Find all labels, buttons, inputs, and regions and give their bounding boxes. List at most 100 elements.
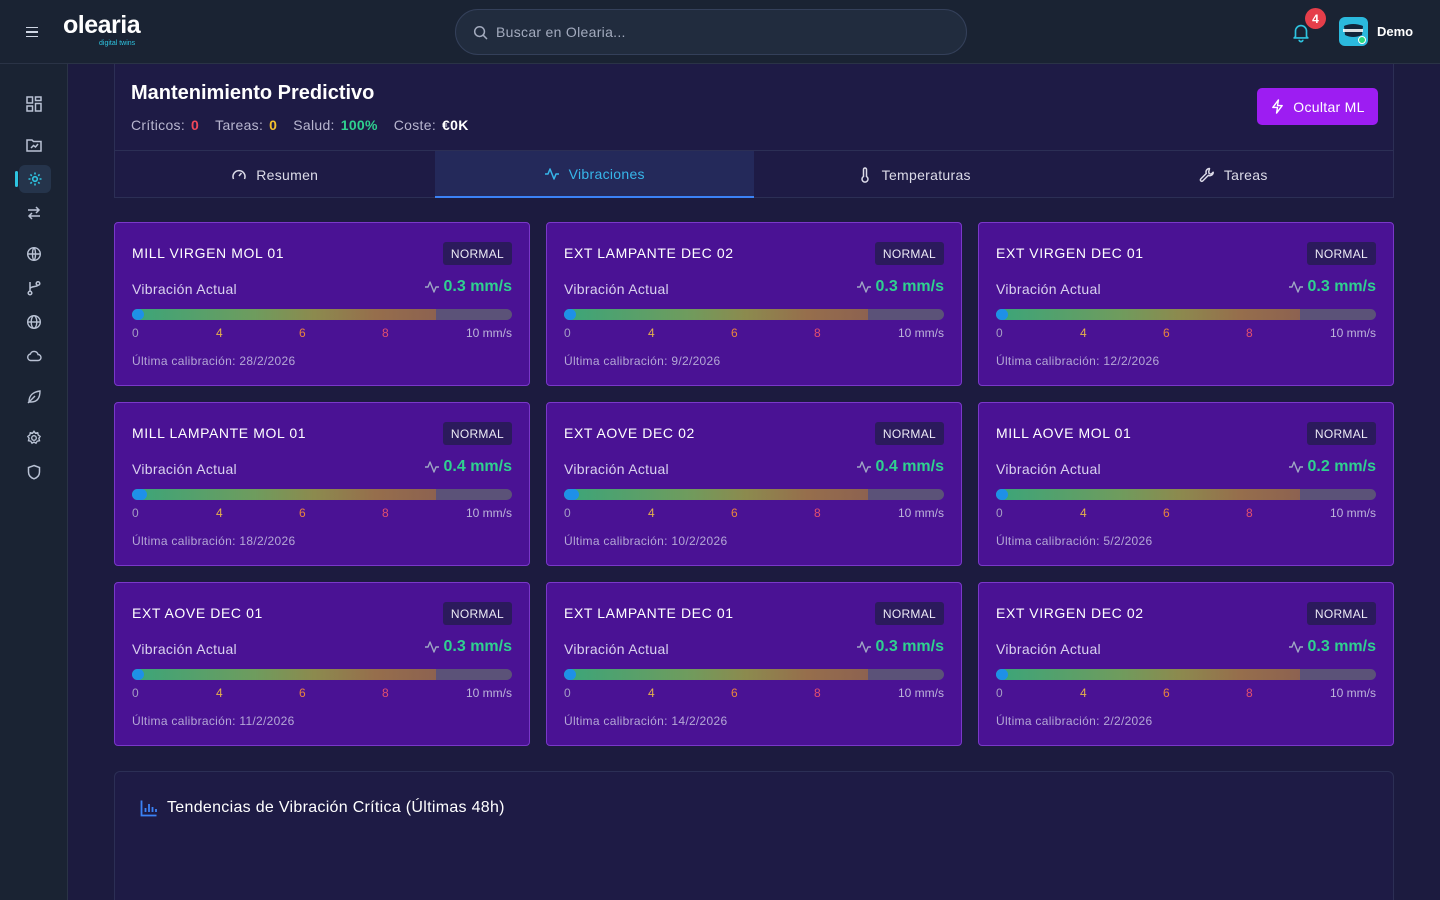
avatar[interactable] (1339, 17, 1368, 46)
machine-card[interactable]: EXT LAMPANTE DEC 02 NORMAL Vibración Actua… (546, 222, 962, 386)
machine-name: MILL AOVE MOL 01 (996, 425, 1132, 441)
scale-tick: 0 (132, 686, 139, 700)
bell-icon[interactable] (1290, 21, 1312, 43)
scale-tick: 6 (1163, 506, 1170, 520)
globe-icon (26, 314, 42, 330)
vibration-bar (132, 669, 512, 680)
machine-name: EXT VIRGEN DEC 02 (996, 605, 1144, 621)
vibration-value: 0.2 mm/s (1288, 458, 1376, 476)
activity-icon (856, 461, 871, 473)
scale-tick: 8 (814, 506, 821, 520)
scale-tick: 8 (814, 326, 821, 340)
menu-icon[interactable] (22, 22, 42, 42)
tab-tareas[interactable]: Tareas (1074, 151, 1394, 198)
lightning-icon (1272, 99, 1284, 114)
machine-card[interactable]: EXT VIRGEN DEC 02 NORMAL Vibración Actual 0… (978, 582, 1394, 746)
scale-tick: 10 mm/s (465, 326, 512, 340)
sidebar-item-maintenance[interactable] (19, 165, 51, 193)
machine-card[interactable]: MILL LAMPANTE MOL 01 NORMAL Vibración Actu… (114, 402, 530, 566)
vibration-bar (132, 309, 512, 320)
arrows-exchange-icon (27, 206, 41, 220)
scale-tick: 0 (996, 326, 1003, 340)
machine-name: EXT AOVE DEC 01 (132, 605, 263, 621)
machine-name: MILL LAMPANTE MOL 01 (132, 425, 307, 441)
scale-tick: 6 (299, 506, 306, 520)
gauge-icon (232, 169, 246, 179)
sidebar (0, 64, 68, 900)
sidebar-item-web[interactable] (22, 310, 46, 334)
vibration-scale: 0 4 6 8 10 mm/s (996, 326, 1376, 340)
scale-tick: 0 (996, 686, 1003, 700)
vibration-scale: 0 4 6 8 10 mm/s (132, 686, 512, 700)
vibration-level-fill (132, 489, 148, 500)
scale-tick: 10 mm/s (465, 686, 512, 700)
settings-icon (26, 430, 42, 445)
logo[interactable]: olearia digital twins (63, 11, 141, 47)
leaf-icon (27, 390, 41, 404)
vibration-zones (996, 669, 1300, 680)
stat-value: 100% (340, 117, 378, 133)
sidebar-item-transfers[interactable] (22, 201, 46, 225)
status-badge: NORMAL (874, 602, 944, 625)
brand-name: olearia (63, 11, 141, 39)
folder-chart-icon (26, 139, 42, 152)
vibration-level-fill (564, 489, 580, 500)
status-badge: NORMAL (442, 242, 512, 265)
scale-tick: 0 (564, 686, 571, 700)
sidebar-item-sustainability[interactable] (22, 385, 46, 409)
vibration-bar (564, 669, 944, 680)
vibration-bar (132, 489, 512, 500)
stat-tareas: Tareas: 0 (215, 117, 277, 133)
machine-card[interactable]: MILL VIRGEN MOL 01 NORMAL Vibración Actual… (114, 222, 530, 386)
tab-label: Temperaturas (881, 166, 971, 183)
tab-temperaturas[interactable]: Temperaturas (754, 151, 1074, 198)
machine-card[interactable]: EXT LAMPANTE DEC 01 NORMAL Vibración Actua… (546, 582, 962, 746)
stat-label: Salud: (293, 117, 335, 133)
sidebar-item-security[interactable] (22, 460, 46, 484)
scale-tick: 6 (299, 326, 306, 340)
vibration-level-fill (564, 669, 577, 680)
stat-salud: Salud: 100% (293, 117, 378, 133)
search-input[interactable] (496, 20, 936, 44)
user-name[interactable]: Demo (1377, 24, 1414, 39)
activity-icon (424, 461, 439, 473)
vibration-level-fill (996, 489, 1009, 500)
sidebar-item-cloud[interactable] (22, 344, 46, 368)
scale-tick: 4 (216, 686, 223, 700)
machine-card[interactable]: MILL AOVE MOL 01 NORMAL Vibración Actual 0.… (978, 402, 1394, 566)
scale-tick: 10 mm/s (1329, 686, 1376, 700)
calibration-date: Última calibración: 5/2/2026 (996, 534, 1153, 548)
activity-icon (424, 281, 439, 293)
sidebar-item-branches[interactable] (22, 276, 46, 300)
scale-tick: 6 (731, 326, 738, 340)
status-badge: NORMAL (874, 422, 944, 445)
sidebar-item-settings[interactable] (22, 426, 46, 450)
summary-stats: Críticos: 0 Tareas: 0 Salud: 100% Coste: €0K (131, 117, 485, 133)
sidebar-item-dashboard[interactable] (22, 92, 46, 116)
scale-tick: 0 (564, 326, 571, 340)
scale-tick: 4 (1080, 686, 1087, 700)
scale-tick: 8 (1246, 326, 1253, 340)
machine-card[interactable]: EXT AOVE DEC 02 NORMAL Vibración Actual 0.4… (546, 402, 962, 566)
stat-label: Tareas: (215, 117, 264, 133)
calibration-date: Última calibración: 14/2/2026 (564, 714, 728, 728)
stat-value: 0 (191, 117, 200, 133)
tab-resumen[interactable]: Resumen (115, 151, 435, 198)
maintenance-header: Mantenimiento Predictivo Críticos: 0 Tare… (114, 64, 1394, 198)
tab-vibraciones[interactable]: Vibraciones (434, 151, 754, 198)
trend-title: Tendencias de Vibración Crítica (Últimas… (167, 799, 505, 816)
vibration-value: 0.3 mm/s (1288, 278, 1376, 296)
activity-icon (1288, 461, 1303, 473)
scale-tick: 8 (382, 506, 389, 520)
sidebar-item-reports[interactable] (22, 133, 46, 157)
vibration-zones (564, 669, 868, 680)
machine-card[interactable]: EXT VIRGEN DEC 01 NORMAL Vibración Actual 0… (978, 222, 1394, 386)
scale-tick: 4 (648, 506, 655, 520)
scale-tick: 0 (132, 326, 139, 340)
sidebar-active-indicator (15, 171, 18, 187)
machine-card[interactable]: EXT AOVE DEC 01 NORMAL Vibración Actual 0.3… (114, 582, 530, 746)
vibration-value-text: 0.3 mm/s (1307, 278, 1376, 295)
hide-ml-button[interactable]: Ocultar ML (1257, 88, 1378, 125)
sidebar-item-network[interactable] (22, 242, 46, 266)
scale-tick: 10 mm/s (465, 506, 512, 520)
